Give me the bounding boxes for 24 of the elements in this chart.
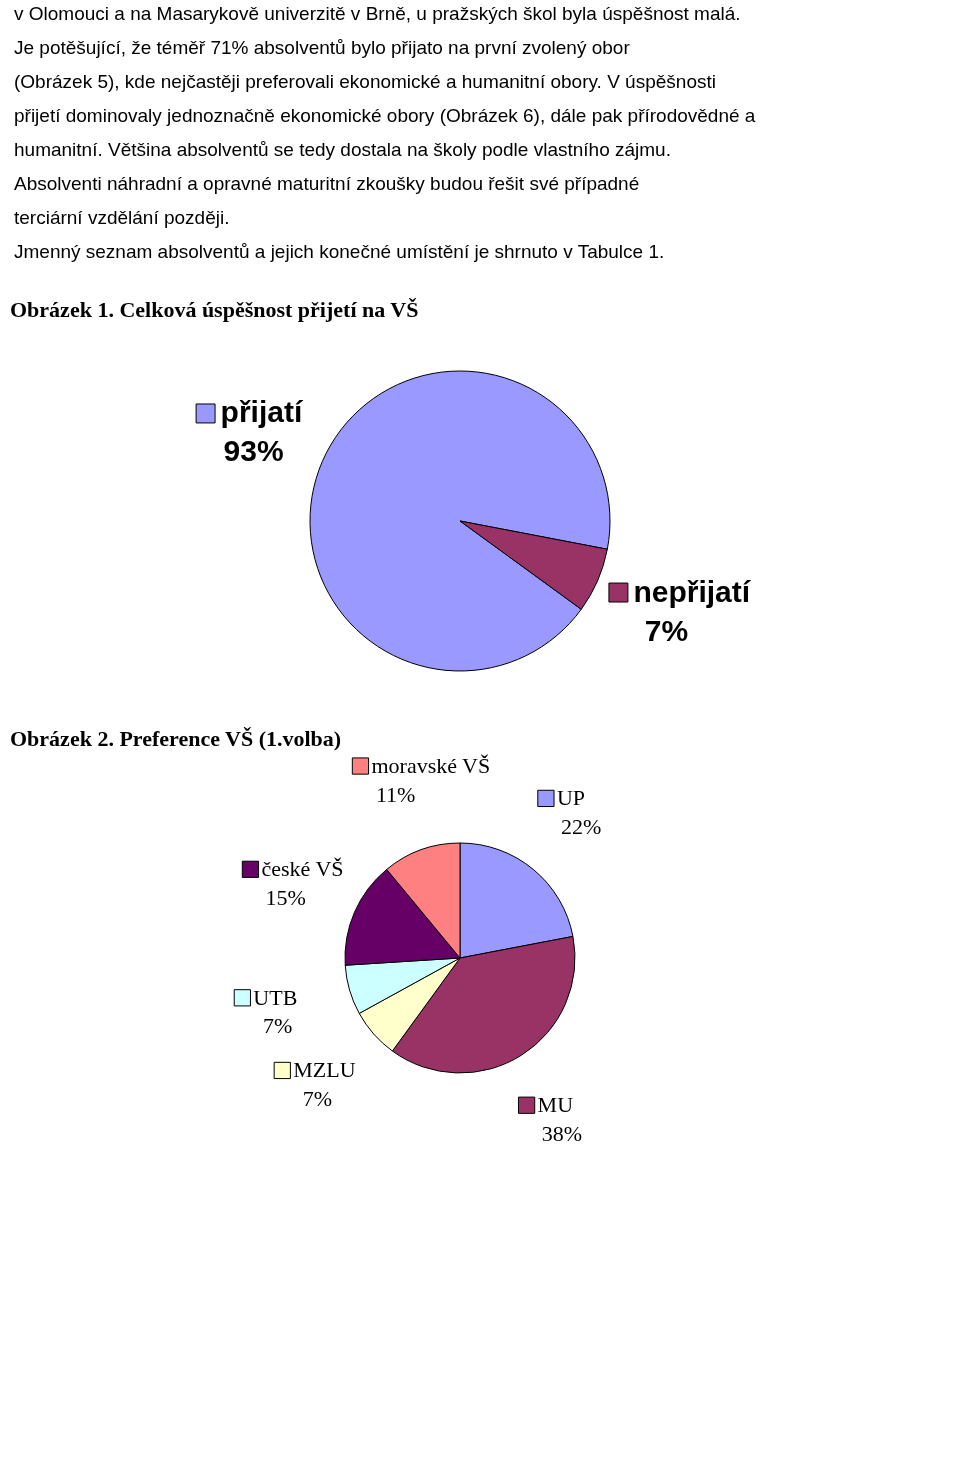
text: Absolventi náhradní a opravné maturitní zkoušky budou řešit své případné terciární vzdělání později. xyxy=(14,173,640,228)
data-label: 38% xyxy=(541,1120,582,1146)
data-label: 7% xyxy=(262,1013,293,1039)
pie-slice xyxy=(309,370,611,672)
data-label: 15% xyxy=(265,884,306,910)
data-label: 22% xyxy=(560,814,602,839)
legend-label: moravské VŠ xyxy=(371,753,491,779)
legend-label: UP xyxy=(556,785,586,811)
text: Je potěšující, že téměř 71% absolventů bylo přijato na první zvolený obor (Obrázek 5), kde nejčastěji preferovali ekonomické a humanitní obory. V úspěšnosti přijetí dominovaly jednoznačně ekonomické obory (Obrázek 6), dále pak přírodovědné a humanitní. Většina absolventů se tedy dostala na školy podle vlastního zájmu. xyxy=(14,37,756,160)
pie-slice xyxy=(459,520,608,610)
text: v Olomouci a na Masarykově univerzitě v Brně, u pražských škol byla úspěšnost malá. xyxy=(14,3,741,24)
legend-label: nepřijatí xyxy=(633,574,752,608)
legend-label: přijatí xyxy=(220,395,304,429)
legend-label: MU xyxy=(537,1092,574,1118)
data-label: 11% xyxy=(375,781,416,807)
data-label: 7% xyxy=(644,613,689,647)
data-label: 7% xyxy=(302,1086,333,1112)
chart-title: Obrázek 2. Preference VŠ (1.volba) xyxy=(10,726,342,752)
chart-title: Obrázek 1. Celková úspěšnost přijetí na VŠ xyxy=(10,297,419,322)
text: Jmenný seznam absolventů a jejich konečné umístění je shrnuto v Tabulce 1. xyxy=(14,241,665,262)
data-label: 93% xyxy=(223,434,284,468)
legend-label: MZLU xyxy=(293,1057,356,1083)
legend-label: UTB xyxy=(253,984,298,1010)
legend-label: české VŠ xyxy=(261,856,344,882)
